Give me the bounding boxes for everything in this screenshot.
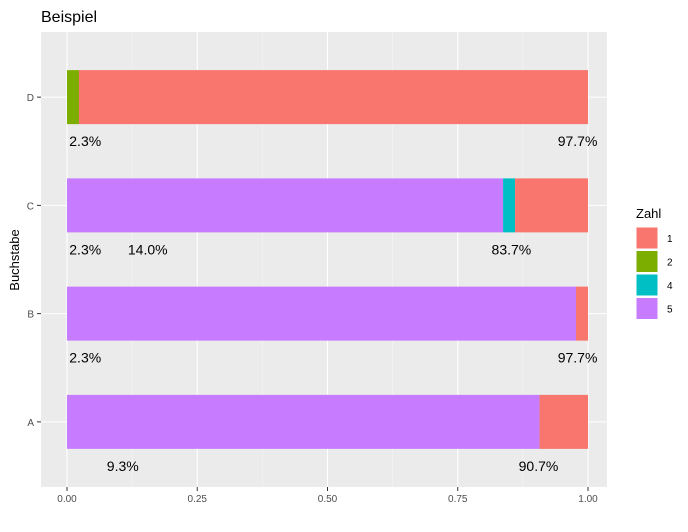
bar-labels: 2.3% 97.7% 2.3% 14.0% 83.7% 2.3% 97.7% 9.3% 90.7… bbox=[69, 133, 597, 474]
bar-segment-C-5 bbox=[67, 178, 504, 233]
bar-label: 97.7% bbox=[558, 133, 598, 149]
bar-label: 83.7% bbox=[492, 241, 532, 257]
legend-key-4 bbox=[635, 273, 659, 297]
bar-segment-B-1 bbox=[576, 286, 588, 341]
x-tick-label: 0.00 bbox=[57, 494, 77, 505]
bar-segment-A-5 bbox=[67, 394, 540, 449]
x-tick-label: 0.50 bbox=[318, 494, 338, 505]
bar-segment-B-5 bbox=[67, 286, 577, 341]
chart-title: Beispiel bbox=[41, 9, 97, 26]
bar-label: 2.3% bbox=[69, 133, 101, 149]
legend-label: 4 bbox=[667, 281, 673, 292]
x-tick-label: 0.75 bbox=[448, 494, 468, 505]
legend: Zahl 1 2 4 5 bbox=[635, 206, 673, 320]
axes: 0.00 0.25 0.50 0.75 1.00 A B C D bbox=[27, 93, 598, 505]
bar-label: 14.0% bbox=[128, 241, 168, 257]
bar-segment-C-4 bbox=[503, 178, 516, 233]
y-tick-label: C bbox=[27, 201, 34, 212]
y-tick-label: D bbox=[27, 93, 34, 104]
legend-key-2 bbox=[635, 250, 659, 273]
bar-segment-C-1 bbox=[515, 178, 588, 233]
legend-title: Zahl bbox=[636, 206, 661, 221]
bar-label: 9.3% bbox=[107, 458, 139, 474]
bar-label: 97.7% bbox=[558, 350, 598, 366]
legend-key-1 bbox=[635, 226, 659, 250]
y-tick-label: A bbox=[27, 418, 34, 429]
bars bbox=[67, 70, 588, 449]
legend-label: 2 bbox=[667, 258, 673, 269]
bar-label: 2.3% bbox=[69, 241, 101, 257]
x-tick-label: 0.25 bbox=[188, 494, 208, 505]
legend-label: 1 bbox=[667, 234, 673, 245]
bar-segment-A-1 bbox=[539, 394, 588, 449]
bar-label: 90.7% bbox=[519, 458, 559, 474]
x-tick-label: 1.00 bbox=[578, 494, 598, 505]
y-tick-label: B bbox=[27, 310, 34, 321]
legend-label: 5 bbox=[667, 305, 673, 316]
legend-key-5 bbox=[635, 297, 659, 320]
bar-label: 2.3% bbox=[69, 350, 101, 366]
y-axis-title: Buchstabe bbox=[7, 229, 22, 290]
bar-segment-D-1 bbox=[78, 70, 588, 125]
bar-segment-D-2 bbox=[67, 70, 79, 125]
